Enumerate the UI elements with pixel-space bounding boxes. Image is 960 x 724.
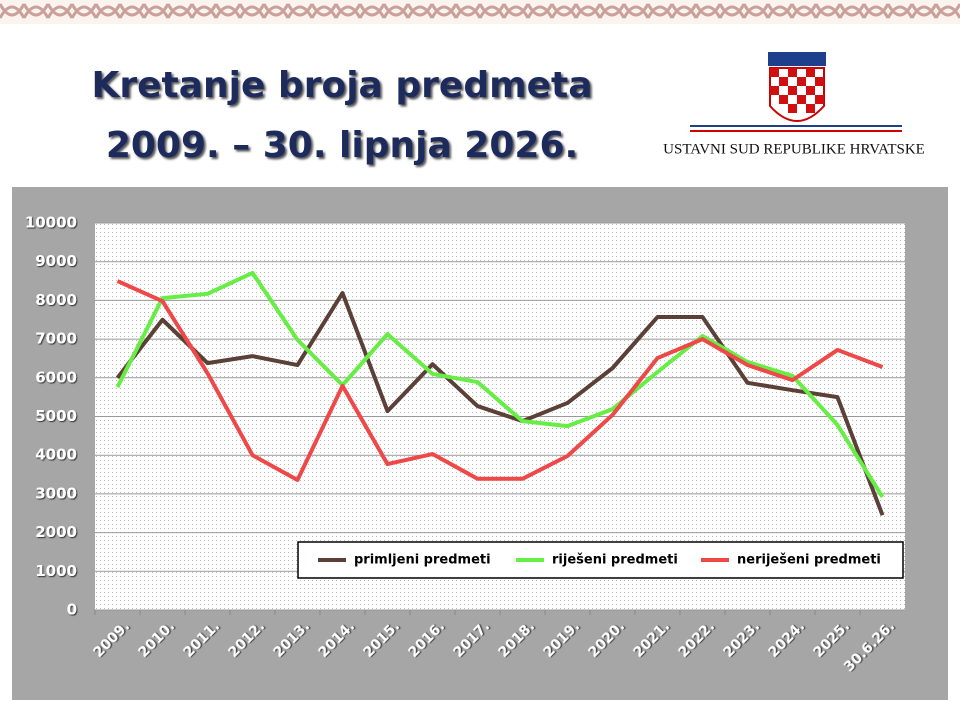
- y-tick-label: 10000: [25, 214, 77, 232]
- y-tick-label: 3000: [35, 484, 77, 502]
- legend-label: riješeni predmeti: [552, 553, 678, 568]
- y-tick-label: 5000: [35, 407, 77, 425]
- legend-box: [297, 541, 904, 579]
- legend-label: neriješeni predmeti: [737, 553, 881, 568]
- y-tick-label: 9000: [35, 252, 77, 270]
- chart-subtitle: 2009. – 30. lipnja 2026.: [106, 125, 578, 166]
- legend-label: primljeni predmeti: [354, 553, 491, 568]
- logo: USTAVNI SUD REPUBLIKE HRVATSKE: [663, 52, 925, 157]
- y-tick-label: 7000: [35, 330, 77, 348]
- chart-title: Kretanje broja predmeta: [91, 65, 592, 106]
- series-line: [115, 291, 885, 516]
- series-line: [116, 279, 884, 482]
- y-tick-label: 2000: [35, 523, 77, 541]
- y-tick-label: 4000: [35, 446, 77, 464]
- y-tick-label: 6000: [35, 368, 77, 386]
- border: [0, 0, 960, 24]
- y-tick-label: 1000: [35, 562, 77, 580]
- y-tick-label: 8000: [35, 291, 77, 309]
- series-line: [115, 270, 885, 499]
- y-tick-label: 0: [67, 601, 77, 619]
- logo-text: USTAVNI SUD REPUBLIKE HRVATSKE: [663, 141, 925, 157]
